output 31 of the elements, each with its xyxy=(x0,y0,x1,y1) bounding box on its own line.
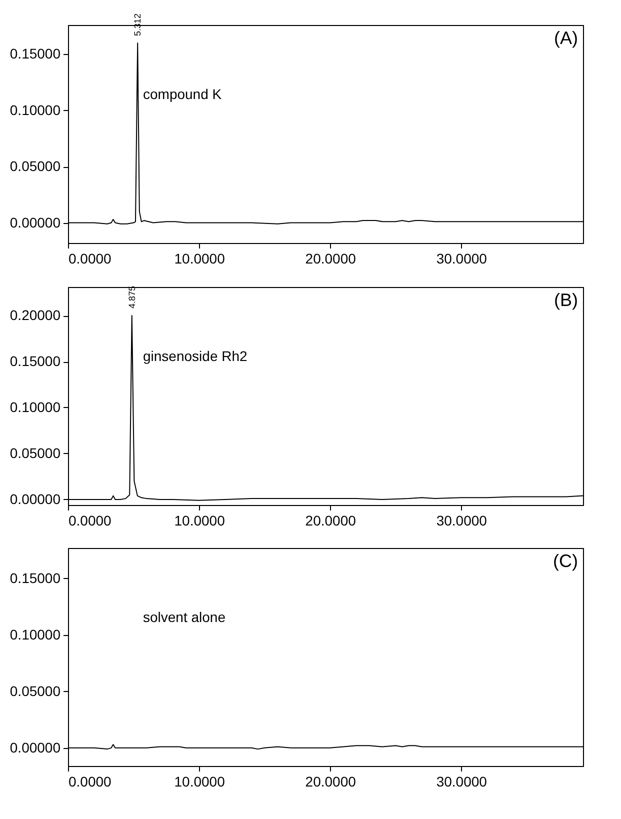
y-tick-label: 0.00000 xyxy=(10,490,61,507)
x-tick-label: 30.0000 xyxy=(436,250,488,266)
x-tick-label: 0.0000 xyxy=(68,774,112,790)
y-tick-label: 0.15000 xyxy=(10,353,61,370)
annotation: compound K xyxy=(143,86,222,102)
x-tick-label: 20.0000 xyxy=(305,774,356,790)
x-tick-label: 30.0000 xyxy=(436,512,488,528)
x-tick-label: 20.0000 xyxy=(305,512,356,528)
annotation: solvent alone xyxy=(143,609,226,625)
x-tick-label: 10.0000 xyxy=(174,250,226,266)
x-tick-label: 10.0000 xyxy=(174,512,226,528)
y-tick-label: 0.05000 xyxy=(10,682,61,699)
y-tick-label: 0.10000 xyxy=(10,399,61,415)
annotation: (B) xyxy=(554,290,578,310)
y-tick-label: 0.15000 xyxy=(10,570,61,586)
y-tick-label: 0.20000 xyxy=(10,307,61,324)
x-tick-label: 10.0000 xyxy=(174,774,226,790)
y-tick-label: 0.10000 xyxy=(10,102,61,118)
y-tick-label: 0.00000 xyxy=(10,739,61,756)
x-tick-label: 0.0000 xyxy=(68,250,112,266)
y-tick-label: 0.00000 xyxy=(10,214,61,230)
annotation: (A) xyxy=(554,28,578,48)
x-tick-label: 30.0000 xyxy=(436,774,488,790)
x-tick-label: 20.0000 xyxy=(305,250,356,266)
y-tick-label: 0.15000 xyxy=(10,46,61,62)
annotation: (C) xyxy=(553,551,578,571)
y-tick-label: 0.05000 xyxy=(10,158,61,174)
x-tick-label: 0.0000 xyxy=(68,512,112,528)
annotation: ginsenoside Rh2 xyxy=(143,348,248,364)
y-tick-label: 0.05000 xyxy=(10,444,61,461)
y-tick-label: 0.10000 xyxy=(10,626,61,642)
